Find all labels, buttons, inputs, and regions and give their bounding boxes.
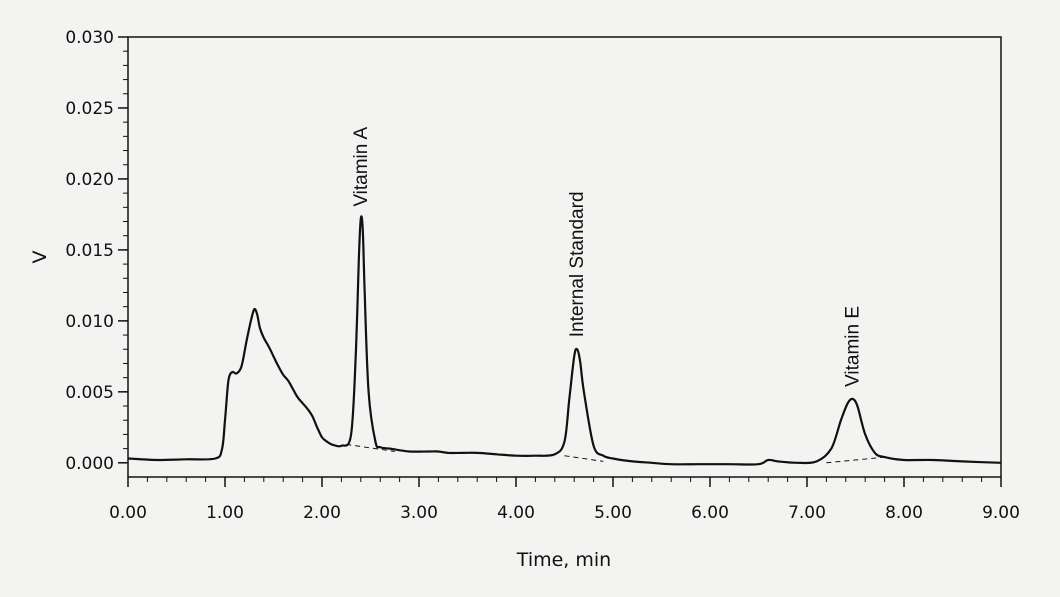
peak-label: Vitamin A <box>351 126 372 206</box>
peak-labels: Vitamin A Internal Standard Vitamin E <box>351 126 864 387</box>
x-tick-label: 8.00 <box>885 503 923 523</box>
chromatogram-trace <box>127 215 1002 466</box>
x-tick-label: 7.00 <box>788 503 826 523</box>
x-tick-label: 1.00 <box>206 503 244 523</box>
baseline-segment <box>564 455 604 462</box>
y-tick-label: 0.005 <box>65 383 114 403</box>
y-tick-label: 0.015 <box>65 241 114 261</box>
x-tick-label: 4.00 <box>497 503 535 523</box>
y-axis-title: V <box>29 251 51 264</box>
x-tick-label: 9.00 <box>982 503 1020 523</box>
y-tick-label: 0.010 <box>65 312 114 332</box>
y-axis-ticks: 0.000 0.005 0.010 0.015 0.020 0.025 0.030 <box>65 28 128 474</box>
x-axis-title: Time, min <box>516 549 611 571</box>
x-tick-label: 3.00 <box>400 503 438 523</box>
integration-baselines <box>346 443 885 464</box>
baseline-segment <box>826 456 885 464</box>
x-tick-label: 6.00 <box>691 503 729 523</box>
peak-label: Vitamin E <box>843 306 864 387</box>
plot-frame <box>127 36 1002 478</box>
y-tick-label: 0.025 <box>65 99 114 119</box>
x-tick-label: 5.00 <box>594 503 632 523</box>
peak-label: Internal Standard <box>567 191 588 337</box>
x-axis-ticks: 0.00 1.00 2.00 3.00 4.00 5.00 6.00 7.00 8.00 9.00 <box>109 477 1020 523</box>
y-tick-label: 0.000 <box>65 454 114 474</box>
y-tick-label: 0.030 <box>65 28 114 48</box>
x-tick-label: 0.00 <box>109 503 147 523</box>
x-tick-label: 2.00 <box>303 503 341 523</box>
y-tick-label: 0.020 <box>65 170 114 190</box>
baseline-segment <box>346 443 395 452</box>
